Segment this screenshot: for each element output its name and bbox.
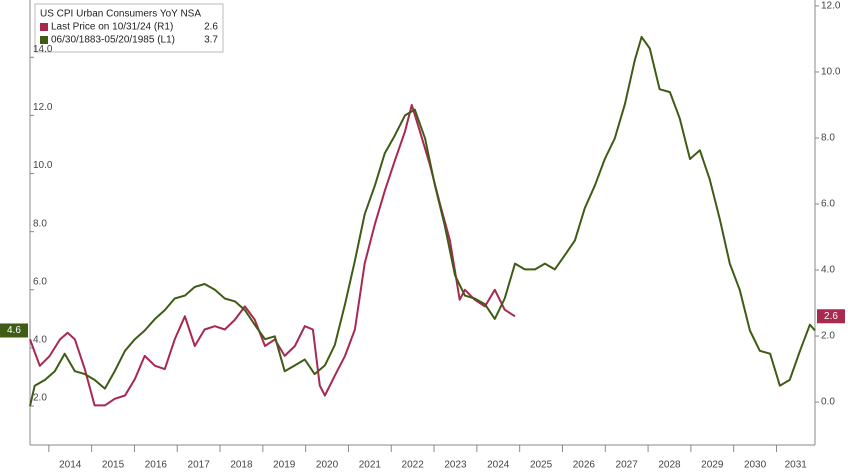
x-tick-label: 2016 (145, 460, 168, 471)
last-value-label: 2.6 (824, 311, 838, 322)
y-tick-label: 14.0 (33, 44, 53, 55)
legend-label: 06/30/1883-05/20/1985 (L1) (51, 35, 175, 46)
x-tick-label: 2015 (102, 460, 125, 471)
y2-tick-label: 0.0 (821, 397, 835, 408)
last-value-badge (0, 323, 28, 338)
legend-value: 2.6 (204, 22, 218, 33)
x-tick-label: 2018 (230, 460, 253, 471)
y-tick-label: 6.0 (33, 276, 47, 287)
legend-swatch (40, 36, 48, 44)
y2-tick-label: 6.0 (821, 199, 835, 210)
x-tick-label: 2023 (444, 460, 467, 471)
x-tick-label: 2022 (402, 460, 425, 471)
x-tick-label: 2026 (573, 460, 596, 471)
x-tick-label: 2025 (530, 460, 553, 471)
y-tick-label: 4.0 (33, 335, 47, 346)
y2-tick-label: 4.0 (821, 265, 835, 276)
last-value-label: 4.6 (7, 325, 21, 336)
x-tick-label: 2020 (316, 460, 339, 471)
x-tick-label: 2027 (616, 460, 639, 471)
legend-title: US CPI Urban Consumers YoY NSA (40, 9, 201, 20)
x-tick-label: 2017 (188, 460, 211, 471)
x-tick-label: 2030 (744, 460, 767, 471)
series-line (29, 35, 816, 407)
legend-value: 3.7 (204, 35, 218, 46)
x-tick-label: 2014 (59, 460, 82, 471)
x-tick-label: 2019 (273, 460, 296, 471)
x-tick-label: 2029 (701, 460, 724, 471)
y2-tick-label: 10.0 (821, 67, 841, 78)
legend-label: Last Price on 10/31/24 (R1) (51, 22, 173, 33)
y2-tick-label: 2.0 (821, 331, 835, 342)
x-tick-label: 2024 (487, 460, 510, 471)
x-tick-label: 2021 (359, 460, 382, 471)
y2-tick-label: 8.0 (821, 133, 835, 144)
y2-tick-label: 12.0 (821, 1, 841, 12)
series-line (29, 104, 516, 407)
y-tick-label: 10.0 (33, 160, 53, 171)
x-tick-label: 2031 (785, 460, 808, 471)
y-tick-label: 8.0 (33, 218, 47, 229)
legend-box (34, 3, 224, 53)
y-tick-label: 12.0 (33, 102, 53, 113)
x-tick-label: 2028 (658, 460, 681, 471)
legend-swatch (40, 23, 48, 31)
last-value-badge (817, 309, 845, 324)
y-tick-label: 2.0 (33, 393, 47, 404)
